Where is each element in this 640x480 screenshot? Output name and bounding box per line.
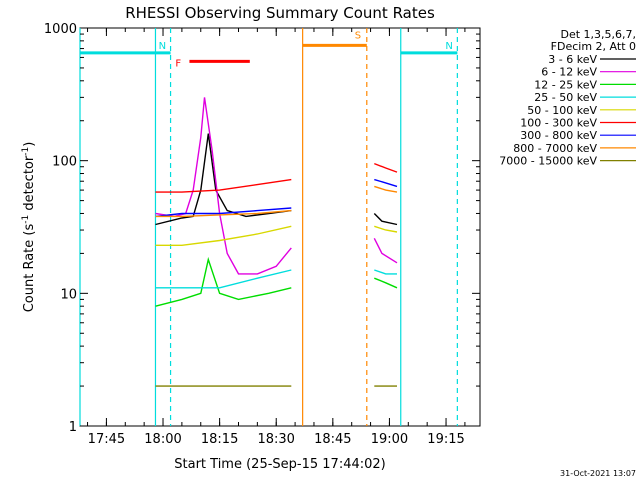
footer-date: 31-Oct-2021 13:07 — [560, 469, 636, 478]
flag-label: N — [159, 41, 166, 52]
series-line — [374, 270, 397, 274]
x-tick-label: 18:30 — [257, 432, 294, 447]
series-line — [374, 180, 397, 187]
y-tick-label: 1 — [69, 420, 77, 435]
series-line — [156, 270, 292, 288]
series-line — [156, 134, 292, 225]
y-tick-label: 100 — [52, 155, 77, 170]
series-line — [374, 238, 397, 262]
data-series — [156, 97, 398, 386]
legend-entry-label: 12 - 25 keV — [534, 78, 597, 91]
legend-title-line2: FDecim 2, Att 0 — [551, 40, 636, 53]
legend-entry-label: 100 - 300 keV — [520, 117, 597, 130]
series-line — [374, 226, 397, 232]
y-axis-label: Count Rate (s-1 detector-1) — [21, 142, 37, 313]
legend: Det 1,3,5,6,7, FDecim 2, Att 0 3 - 6 keV… — [499, 28, 636, 168]
series-line — [156, 180, 292, 193]
legend-entry-label: 800 - 7000 keV — [513, 142, 597, 155]
legend-entry-label: 7000 - 15000 keV — [499, 155, 597, 168]
series-line — [156, 97, 292, 274]
x-tick-label: 19:00 — [371, 432, 408, 447]
vertical-markers — [80, 28, 457, 426]
series-line — [374, 278, 397, 288]
x-tick-label: 18:00 — [144, 432, 181, 447]
y-axis-ticks: 1 10 100 1000 — [44, 22, 480, 435]
legend-entry-label: 50 - 100 keV — [527, 104, 597, 117]
flag-label: S — [355, 30, 361, 41]
x-axis-ticks: 17:45 18:00 18:15 18:30 18:45 19:00 19:15 — [88, 28, 465, 447]
count-rate-chart: RHESSI Observing Summary Count Rates N NF… — [0, 0, 640, 480]
y-tick-label: 1000 — [44, 22, 77, 37]
y-tick-label: 10 — [60, 287, 77, 302]
x-axis-label: Start Time (25-Sep-15 17:44:02) — [174, 457, 385, 472]
series-line — [374, 214, 397, 225]
flag-label: F — [175, 58, 181, 69]
series-line — [156, 260, 292, 307]
series-line — [374, 164, 397, 173]
legend-entry-label: 300 - 800 keV — [520, 129, 597, 142]
x-tick-label: 19:15 — [427, 432, 464, 447]
flag-label: N — [445, 41, 452, 52]
x-tick-label: 17:45 — [88, 432, 125, 447]
legend-entry-label: 3 - 6 keV — [548, 53, 597, 66]
legend-entry-label: 6 - 12 keV — [541, 66, 597, 79]
series-line — [374, 186, 397, 192]
legend-entry-label: 25 - 50 keV — [534, 91, 597, 104]
chart-title: RHESSI Observing Summary Count Rates — [125, 4, 435, 22]
plot-area — [80, 28, 480, 426]
x-tick-label: 18:45 — [314, 432, 351, 447]
x-tick-label: 18:15 — [201, 432, 238, 447]
